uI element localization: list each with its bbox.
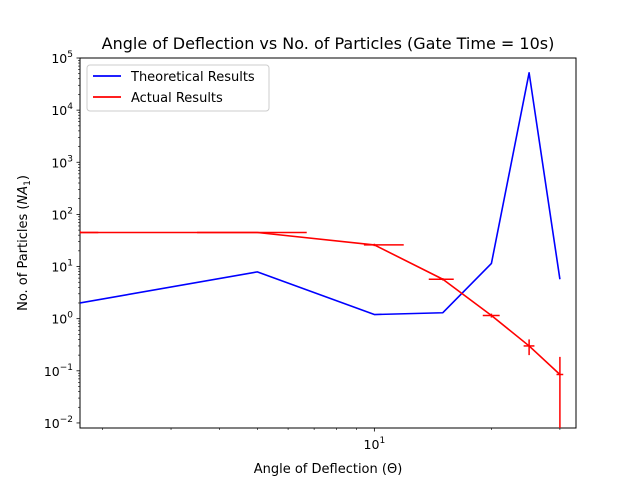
x-axis-ticks: 101: [102, 428, 561, 452]
series-1: [80, 231, 564, 428]
plot-frame: [79, 57, 577, 429]
y-axis-title-suffix: ): [16, 175, 31, 180]
legend-label-actual: Actual Results: [131, 91, 223, 106]
series-layer: [80, 72, 564, 428]
legend: Theoretical Results Actual Results: [86, 64, 270, 112]
y-tick-label: 104: [51, 102, 73, 118]
chart-title: Angle of Deflection vs No. of Particles …: [102, 34, 555, 53]
y-axis-title: No. of Particles (NA1): [16, 175, 33, 311]
y-axis-title-var: NA: [16, 186, 31, 205]
y-tick-label: 10−1: [44, 363, 73, 379]
x-axis-title: Angle of Deflection (Θ): [254, 462, 403, 477]
y-tick-label: 10−2: [44, 415, 73, 431]
legend-box: [86, 64, 270, 112]
legend-label-theoretical: Theoretical Results: [130, 70, 255, 85]
series-line-0: [80, 72, 561, 316]
series-line-1: [80, 231, 561, 376]
y-tick-label: 102: [51, 206, 73, 222]
y-axis-title-prefix: No. of Particles (: [16, 205, 31, 311]
series-0: [80, 72, 561, 316]
y-axis-ticks: 10−2 10−1 100 101 102 103 104 105: [44, 50, 80, 431]
y-axis-title-sub: 1: [23, 180, 33, 186]
y-tick-label: 100: [51, 311, 73, 327]
x-tick-label: 101: [364, 436, 386, 452]
y-tick-label: 101: [51, 259, 73, 275]
y-tick-label: 103: [51, 154, 73, 170]
plot-area: 101 10−2 10−1 100 101 102 103 104 105: [44, 50, 577, 452]
y-tick-label: 105: [51, 50, 73, 66]
